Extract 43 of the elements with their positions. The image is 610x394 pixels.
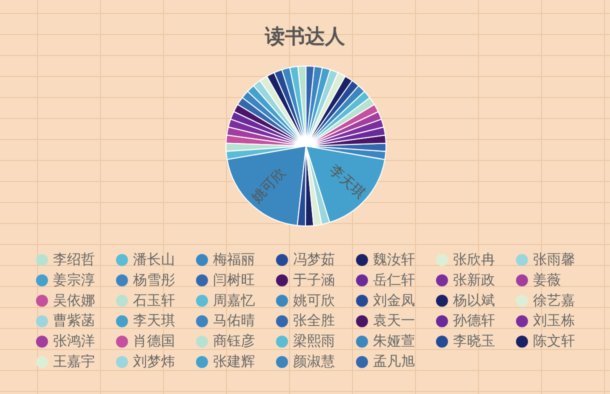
legend-label: 张建辉 [213, 354, 255, 370]
legend-label: 张新政 [453, 272, 495, 288]
legend-label: 肖德国 [133, 334, 175, 350]
legend-label: 姜薇 [533, 271, 561, 288]
legend-label: 潘长山 [133, 252, 175, 268]
legend-label: 刘金凤 [373, 292, 415, 309]
legend-label: 马佑晴 [213, 313, 255, 330]
slice-label: 姚可欣 [248, 164, 289, 206]
legend-label: 姚可欣 [293, 292, 335, 309]
legend-label: 周嘉忆 [213, 292, 255, 309]
legend-label: 张全胜 [293, 313, 335, 330]
legend-label: 梅福丽 [212, 252, 255, 268]
legend-label: 岳仁轩 [373, 272, 415, 288]
legend-label: 张欣冉 [453, 252, 495, 268]
slice-label: 李天琪 [326, 162, 368, 202]
legend-label: 孙德轩 [453, 313, 495, 330]
legend-label: 闫树旺 [213, 272, 255, 288]
legend-label: 曹紫菡 [53, 313, 95, 330]
legend-label: 张鸿洋 [53, 334, 95, 350]
legend-label: 孟凡旭 [373, 354, 415, 370]
legend-label: 李绍哲 [53, 252, 95, 268]
legend-label: 魏汝轩 [373, 252, 415, 268]
chart-title: 读书达人 [264, 24, 346, 48]
legend-label: 石玉轩 [133, 292, 175, 309]
legend-label: 刘玉栋 [533, 313, 575, 330]
legend-label: 王嘉宇 [53, 354, 95, 370]
legend-label: 姜宗淳 [53, 271, 95, 288]
legend-label: 徐艺嘉 [533, 292, 575, 309]
legend-label: 梁熙雨 [293, 334, 335, 350]
legend-label: 颜淑慧 [293, 354, 335, 370]
legend-label: 陈文轩 [533, 334, 575, 350]
legend-label: 刘梦炜 [133, 354, 175, 370]
legend-label: 张雨馨 [533, 252, 575, 268]
legend-label: 吴依娜 [53, 292, 95, 309]
legend-label: 李天琪 [133, 313, 175, 330]
legend-label: 李晓玉 [453, 334, 495, 350]
legend-label: 于子涵 [293, 272, 335, 288]
legend-label: 袁天一 [373, 313, 415, 330]
legend-label: 冯梦茹 [293, 252, 335, 268]
legend-label: 杨以斌 [452, 292, 495, 309]
legend-label: 朱娅萱 [373, 334, 415, 350]
legend-label: 商钰彦 [213, 334, 255, 350]
legend-label: 杨雪彤 [132, 272, 175, 288]
